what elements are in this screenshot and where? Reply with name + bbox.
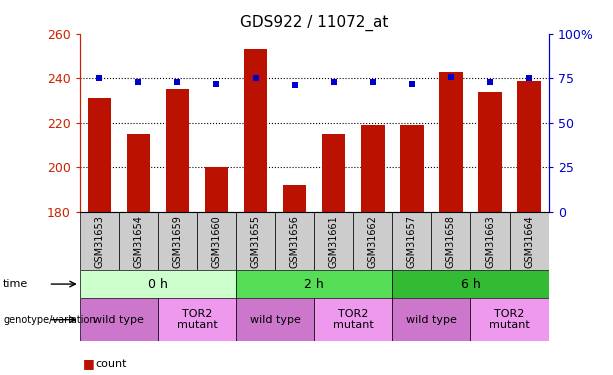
Bar <box>517 81 541 212</box>
Text: genotype/variation: genotype/variation <box>3 315 96 325</box>
Bar <box>471 298 549 341</box>
Bar <box>197 212 236 270</box>
Text: GSM31659: GSM31659 <box>172 215 183 268</box>
Text: wild type: wild type <box>406 315 457 325</box>
Bar <box>88 98 111 212</box>
Bar <box>166 89 189 212</box>
Text: wild type: wild type <box>249 315 300 325</box>
Bar <box>353 212 392 270</box>
Bar <box>236 270 392 298</box>
Text: GSM31655: GSM31655 <box>251 215 261 268</box>
Bar <box>322 134 346 212</box>
Bar <box>471 212 509 270</box>
Text: count: count <box>95 359 126 369</box>
Bar <box>127 134 150 212</box>
Bar <box>283 185 306 212</box>
Bar <box>400 125 424 212</box>
Text: 6 h: 6 h <box>460 278 481 291</box>
Text: GSM31656: GSM31656 <box>289 215 300 268</box>
Bar <box>244 50 267 212</box>
Text: wild type: wild type <box>93 315 144 325</box>
Text: TOR2
mutant: TOR2 mutant <box>489 309 530 330</box>
Bar <box>205 167 228 212</box>
Bar <box>432 212 471 270</box>
Text: ■: ■ <box>83 374 94 375</box>
Bar <box>439 72 463 212</box>
Bar <box>314 298 392 341</box>
Text: time: time <box>3 279 28 289</box>
Text: GSM31663: GSM31663 <box>485 215 495 267</box>
Text: GSM31662: GSM31662 <box>368 215 378 268</box>
Text: 2 h: 2 h <box>304 278 324 291</box>
Bar <box>80 212 119 270</box>
Bar <box>392 270 549 298</box>
Bar <box>509 212 549 270</box>
Bar <box>236 298 314 341</box>
Bar <box>158 212 197 270</box>
Text: GSM31664: GSM31664 <box>524 215 534 267</box>
Bar <box>80 270 236 298</box>
Bar <box>80 298 158 341</box>
Text: GSM31653: GSM31653 <box>94 215 104 268</box>
Text: GSM31654: GSM31654 <box>133 215 143 268</box>
Bar <box>478 92 501 212</box>
Bar <box>158 298 236 341</box>
Text: ■: ■ <box>83 357 94 370</box>
Text: 0 h: 0 h <box>148 278 168 291</box>
Bar <box>119 212 158 270</box>
Bar <box>361 125 384 212</box>
Bar <box>314 212 353 270</box>
Text: GSM31661: GSM31661 <box>329 215 339 267</box>
Text: GSM31657: GSM31657 <box>407 215 417 268</box>
Bar <box>275 212 314 270</box>
Text: GSM31660: GSM31660 <box>211 215 221 267</box>
Text: TOR2
mutant: TOR2 mutant <box>177 309 217 330</box>
Text: GSM31658: GSM31658 <box>446 215 456 268</box>
Bar <box>392 212 432 270</box>
Bar <box>236 212 275 270</box>
Text: TOR2
mutant: TOR2 mutant <box>333 309 373 330</box>
Bar <box>392 298 471 341</box>
Title: GDS922 / 11072_at: GDS922 / 11072_at <box>240 15 389 31</box>
